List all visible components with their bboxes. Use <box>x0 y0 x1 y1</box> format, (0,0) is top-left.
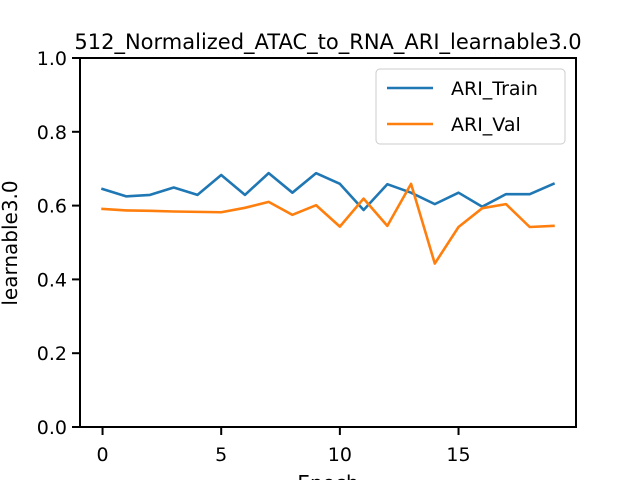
x-tick-label: 10 <box>328 444 352 466</box>
y-tick-label: 1.0 <box>37 48 67 70</box>
x-tick-label: 5 <box>215 444 227 466</box>
y-tick-label: 0.8 <box>37 122 67 144</box>
y-axis: 0.0 0.2 0.4 0.6 0.8 1.0 <box>37 48 80 439</box>
y-tick-label: 0.4 <box>37 269 67 291</box>
x-axis: 0 5 10 15 <box>96 427 471 466</box>
series-line-1 <box>101 182 555 265</box>
plot-area <box>79 57 577 428</box>
y-axis-label: learnable3.0 <box>0 180 22 305</box>
x-axis-label: Epoch <box>297 471 358 480</box>
series-lines <box>100 171 556 265</box>
legend-label-0: ARI_Train <box>451 78 538 100</box>
y-tick-label: 0.6 <box>37 196 67 218</box>
legend-label-1: ARI_Val <box>451 114 521 136</box>
legend: ARI_Train ARI_Val <box>375 68 566 145</box>
chart-title: 512_Normalized_ATAC_to_RNA_ARI_learnable… <box>74 30 581 55</box>
x-tick-label: 15 <box>446 444 470 466</box>
y-tick-label: 0.2 <box>37 343 67 365</box>
y-tick-label: 0.0 <box>37 417 67 439</box>
x-tick-label: 0 <box>96 444 108 466</box>
series-line-0 <box>100 171 556 212</box>
